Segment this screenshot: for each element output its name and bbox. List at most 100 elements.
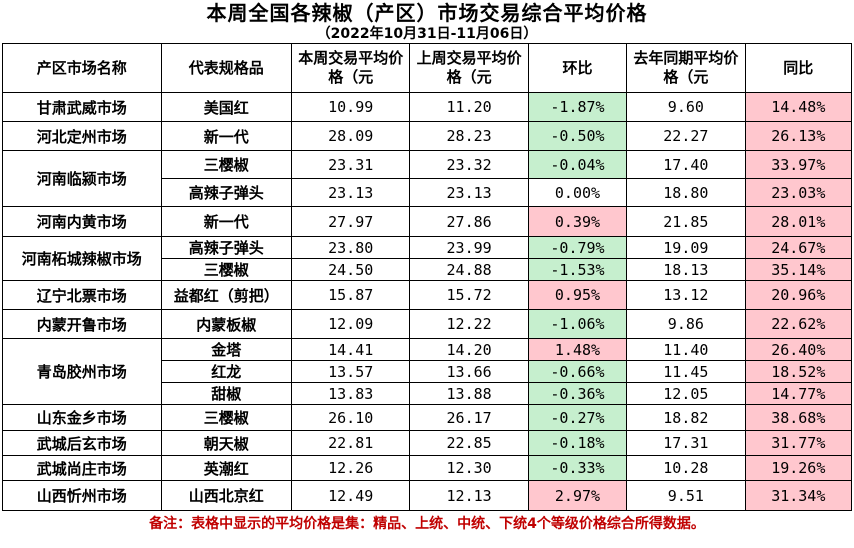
yoy-cell: 38.68% xyxy=(744,404,853,431)
spec-cell: 新一代 xyxy=(160,121,293,151)
market-cell: 河南临颍市场 xyxy=(2,150,162,207)
this-week-cell: 15.87 xyxy=(290,280,411,310)
header-last-year: 去年同期平均价格（元 xyxy=(626,43,746,93)
wow-cell: -0.33% xyxy=(527,455,628,481)
last-year-cell: 13.12 xyxy=(626,280,746,310)
last-week-cell: 12.13 xyxy=(409,480,529,511)
spec-cell: 朝天椒 xyxy=(160,430,293,456)
table-row: 高辣子弹头 23.13 23.13 0.00% 18.80 23.03% xyxy=(3,178,853,207)
last-week-cell: 26.17 xyxy=(409,404,529,431)
yoy-cell: 20.96% xyxy=(744,280,853,310)
table-row: 武城后玄市场 朝天椒 22.81 22.85 -0.18% 17.31 31.7… xyxy=(2,430,853,456)
last-year-cell: 12.05 xyxy=(626,382,746,405)
last-week-cell: 22.85 xyxy=(409,430,529,456)
spec-cell: 金塔 xyxy=(160,338,293,361)
market-cell: 武城尚庄市场 xyxy=(2,455,162,481)
yoy-cell: 14.48% xyxy=(744,92,853,122)
yoy-cell: 22.62% xyxy=(744,309,853,339)
wow-cell: -0.04% xyxy=(527,150,628,179)
last-year-cell: 21.85 xyxy=(626,206,746,237)
last-year-cell: 17.31 xyxy=(626,430,746,456)
wow-cell: -0.50% xyxy=(527,121,628,151)
last-year-cell: 11.45 xyxy=(626,360,746,383)
header-this-week: 本周交易平均价格（元 xyxy=(290,43,411,93)
last-year-cell: 22.27 xyxy=(626,121,746,151)
table-row: 红龙 13.57 13.66 -0.66% 11.45 18.52% xyxy=(3,360,853,383)
last-year-cell: 17.40 xyxy=(626,150,746,179)
yoy-cell: 28.01% xyxy=(744,206,853,237)
table-row: 河南临颍市场 三樱椒 23.31 23.32 -0.04% 17.40 33.9… xyxy=(2,150,853,207)
yoy-cell: 33.97% xyxy=(744,150,853,179)
market-cell: 内蒙开鲁市场 xyxy=(2,309,162,339)
last-week-cell: 23.13 xyxy=(409,178,529,207)
this-week-cell: 12.09 xyxy=(290,309,411,339)
last-year-cell: 9.86 xyxy=(626,309,746,339)
spec-cell: 高辣子弹头 xyxy=(160,236,293,259)
spec-cell: 高辣子弹头 xyxy=(160,178,293,207)
yoy-cell: 19.26% xyxy=(744,455,853,481)
this-week-cell: 24.50 xyxy=(290,258,411,281)
yoy-cell: 14.77% xyxy=(744,382,853,405)
table-row: 甘肃武威市场 美国红 10.99 11.20 -1.87% 9.60 14.48… xyxy=(2,92,853,122)
last-week-cell: 11.20 xyxy=(409,92,529,122)
this-week-cell: 14.41 xyxy=(290,338,411,361)
table-row: 河南柘城辣椒市场 高辣子弹头 23.80 23.99 -0.79% 19.09 … xyxy=(2,236,853,281)
this-week-cell: 27.97 xyxy=(290,206,411,237)
yoy-cell: 24.67% xyxy=(744,236,853,259)
yoy-cell: 18.52% xyxy=(744,360,853,383)
table-row: 山东金乡市场 三樱椒 26.10 26.17 -0.27% 18.82 38.6… xyxy=(2,404,853,431)
market-cell: 山东金乡市场 xyxy=(2,404,162,431)
spec-cell: 红龙 xyxy=(160,360,293,383)
this-week-cell: 23.13 xyxy=(290,178,411,207)
last-week-cell: 24.88 xyxy=(409,258,529,281)
this-week-cell: 12.26 xyxy=(290,455,411,481)
market-cell: 山西忻州市场 xyxy=(2,480,162,511)
last-week-cell: 28.23 xyxy=(409,121,529,151)
wow-cell: -1.53% xyxy=(527,258,628,281)
wow-cell: -0.18% xyxy=(527,430,628,456)
last-week-cell: 12.22 xyxy=(409,309,529,339)
spec-cell: 三樱椒 xyxy=(160,258,293,281)
yoy-cell: 31.77% xyxy=(744,430,853,456)
market-cell: 青岛胶州市场 xyxy=(2,338,162,405)
yoy-cell: 26.13% xyxy=(744,121,853,151)
spec-cell: 美国红 xyxy=(160,92,293,122)
this-week-cell: 22.81 xyxy=(290,430,411,456)
market-cell: 辽宁北票市场 xyxy=(2,280,162,310)
spec-cell: 新一代 xyxy=(160,206,293,237)
wow-cell: 1.48% xyxy=(527,338,628,361)
date-range-subtitle: （2022年10月31日-11月06日） xyxy=(316,26,538,42)
last-week-cell: 13.88 xyxy=(409,382,529,405)
market-cell: 河北定州市场 xyxy=(2,121,162,151)
table-row: 武城尚庄市场 英潮红 12.26 12.30 -0.33% 10.28 19.2… xyxy=(2,455,853,481)
wow-cell: 0.39% xyxy=(527,206,628,237)
market-cell: 河南柘城辣椒市场 xyxy=(2,236,162,281)
yoy-cell: 31.34% xyxy=(744,480,853,511)
last-year-cell: 18.13 xyxy=(626,258,746,281)
last-week-cell: 23.32 xyxy=(409,150,529,179)
wow-cell: -1.06% xyxy=(527,309,628,339)
wow-cell: -0.27% xyxy=(527,404,628,431)
market-cell: 甘肃武威市场 xyxy=(2,92,162,122)
last-year-cell: 18.80 xyxy=(626,178,746,207)
this-week-cell: 13.83 xyxy=(290,382,411,405)
last-week-cell: 12.30 xyxy=(409,455,529,481)
yoy-cell: 26.40% xyxy=(744,338,853,361)
table-row: 内蒙开鲁市场 内蒙板椒 12.09 12.22 -1.06% 9.86 22.6… xyxy=(2,309,853,339)
last-year-cell: 19.09 xyxy=(626,236,746,259)
this-week-cell: 13.57 xyxy=(290,360,411,383)
last-year-cell: 9.60 xyxy=(626,92,746,122)
last-week-cell: 14.20 xyxy=(409,338,529,361)
spec-cell: 三樱椒 xyxy=(160,404,293,431)
this-week-cell: 23.31 xyxy=(290,150,411,179)
spec-cell: 英潮红 xyxy=(160,455,293,481)
wow-cell: 0.95% xyxy=(527,280,628,310)
table-row: 河北定州市场 新一代 28.09 28.23 -0.50% 22.27 26.1… xyxy=(2,121,853,151)
table-row: 青岛胶州市场 金塔 14.41 14.20 1.48% 11.40 26.40% xyxy=(2,338,853,405)
last-year-cell: 11.40 xyxy=(626,338,746,361)
last-week-cell: 27.86 xyxy=(409,206,529,237)
header-yoy: 同比 xyxy=(744,43,853,93)
price-table: 产区市场名称 代表规格品 本周交易平均价格（元 上周交易平均价格（元 环比 去年… xyxy=(2,43,853,511)
this-week-cell: 28.09 xyxy=(290,121,411,151)
wow-cell: -0.66% xyxy=(527,360,628,383)
